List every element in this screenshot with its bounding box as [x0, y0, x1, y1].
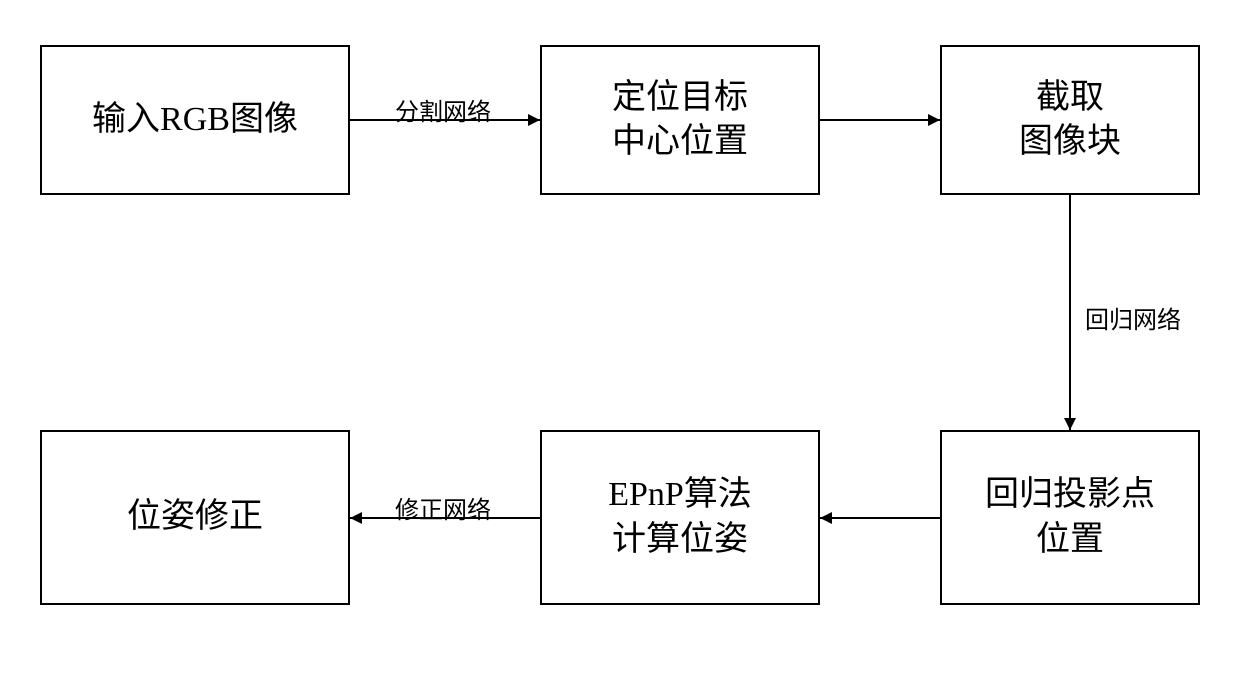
- node-n4: 回归投影点 位置: [940, 430, 1200, 605]
- node-n1: 输入RGB图像: [40, 45, 350, 195]
- edge-label-0: 分割网络: [395, 92, 491, 127]
- edge-label-4: 修正网络: [395, 490, 491, 525]
- arrowhead-icon: [528, 114, 540, 126]
- node-n2: 定位目标 中心位置: [540, 45, 820, 195]
- arrowhead-icon: [350, 512, 362, 524]
- node-n5: EPnP算法 计算位姿: [540, 430, 820, 605]
- arrowhead-icon: [820, 512, 832, 524]
- node-label: 回归投影点 位置: [985, 473, 1155, 561]
- node-n3: 截取 图像块: [940, 45, 1200, 195]
- node-label: EPnP算法 计算位姿: [608, 473, 752, 561]
- flowchart-canvas: 输入RGB图像 定位目标 中心位置 截取 图像块回归投影点 位置 EPnP算法 计算位…: [0, 0, 1240, 676]
- arrowhead-icon: [928, 114, 940, 126]
- arrowhead-icon: [1064, 418, 1076, 430]
- node-label: 位姿修正: [127, 495, 263, 539]
- node-label: 输入RGB图像: [92, 98, 298, 142]
- node-n6: 位姿修正: [40, 430, 350, 605]
- node-label: 定位目标 中心位置: [612, 76, 748, 164]
- edge-label-2: 回归网络: [1085, 300, 1181, 335]
- node-label: 截取 图像块: [1019, 76, 1121, 164]
